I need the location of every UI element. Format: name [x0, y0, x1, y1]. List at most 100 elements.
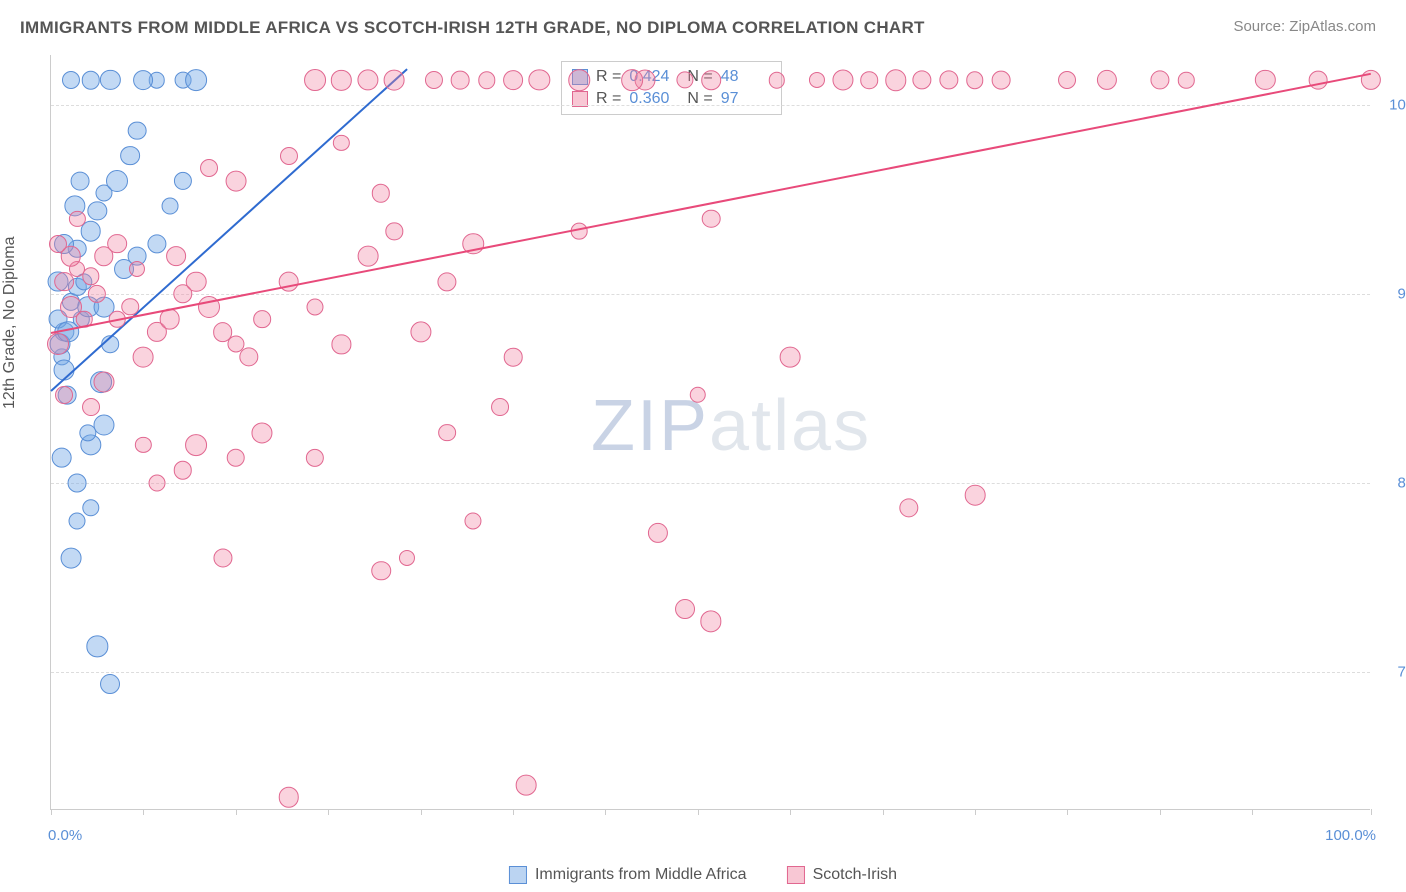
scatter-point-pink	[252, 422, 273, 443]
scatter-point-pink	[386, 222, 403, 239]
scatter-point-pink	[306, 298, 323, 315]
scatter-point-blue	[62, 71, 80, 89]
scatter-point-blue	[88, 201, 107, 220]
scatter-point-pink	[280, 147, 298, 165]
x-tick	[143, 809, 144, 815]
scatter-point-blue	[133, 70, 153, 90]
x-tick	[1371, 809, 1372, 815]
scatter-point-pink	[186, 271, 207, 292]
scatter-point-pink	[899, 498, 918, 517]
scatter-point-pink	[1150, 71, 1169, 90]
scatter-point-pink	[133, 347, 154, 368]
scatter-point-pink	[861, 71, 879, 89]
x-axis-max-label: 100.0%	[1325, 827, 1376, 844]
legend-stat-row-blue: R =0.424N =48	[572, 66, 771, 88]
scatter-point-pink	[306, 449, 324, 467]
x-tick	[236, 809, 237, 815]
x-tick	[790, 809, 791, 815]
scatter-point-blue	[120, 146, 140, 166]
legend-item-pink: Scotch-Irish	[787, 866, 897, 884]
scatter-point-pink	[701, 70, 721, 90]
scatter-point-pink	[253, 310, 271, 328]
chart-title: IMMIGRANTS FROM MIDDLE AFRICA VS SCOTCH-…	[20, 18, 925, 38]
scatter-point-pink	[384, 70, 405, 91]
scatter-point-pink	[675, 599, 695, 619]
scatter-point-pink	[357, 246, 378, 267]
scatter-point-pink	[107, 234, 127, 254]
chart-plot-area: ZIPatlas R =0.424N =48R =0.360N =97 100.…	[50, 55, 1370, 810]
scatter-point-pink	[1255, 70, 1275, 90]
scatter-point-pink	[516, 774, 537, 795]
y-axis-label: 12th Grade, No Diploma	[1, 236, 19, 409]
scatter-point-blue	[100, 70, 120, 90]
scatter-point-blue	[81, 71, 99, 89]
scatter-point-pink	[174, 461, 192, 479]
n-value-blue: 48	[721, 68, 771, 86]
scatter-point-blue	[68, 473, 87, 492]
scatter-point-pink	[399, 550, 415, 566]
scatter-point-pink	[621, 69, 643, 91]
x-tick	[605, 809, 606, 815]
grid-line	[51, 672, 1370, 673]
scatter-point-pink	[913, 71, 932, 90]
scatter-point-pink	[504, 348, 523, 367]
scatter-point-pink	[438, 424, 456, 442]
scatter-point-pink	[55, 386, 73, 404]
scatter-point-pink	[47, 333, 69, 355]
x-tick	[883, 809, 884, 815]
x-tick	[1067, 809, 1068, 815]
scatter-point-pink	[809, 72, 825, 88]
legend-label-blue: Immigrants from Middle Africa	[535, 866, 747, 884]
scatter-point-blue	[82, 499, 99, 516]
scatter-point-pink	[478, 71, 495, 88]
legend-stat-row-pink: R =0.360N =97	[572, 88, 771, 110]
scatter-point-blue	[93, 414, 114, 435]
scatter-point-pink	[333, 135, 349, 151]
scatter-point-pink	[769, 72, 785, 88]
scatter-point-pink	[185, 434, 207, 456]
scatter-point-pink	[410, 321, 431, 342]
r-label: R =	[596, 68, 621, 86]
y-tick-label: 100.0%	[1380, 97, 1406, 114]
scatter-point-pink	[648, 523, 668, 543]
scatter-point-pink	[702, 209, 721, 228]
scatter-point-blue	[69, 512, 86, 529]
scatter-point-pink	[148, 474, 165, 491]
legend-bottom: Immigrants from Middle Africa Scotch-Iri…	[509, 866, 897, 884]
scatter-point-pink	[690, 387, 706, 403]
scatter-point-pink	[939, 71, 958, 90]
scatter-point-pink	[121, 298, 139, 316]
x-tick	[328, 809, 329, 815]
scatter-point-pink	[49, 235, 67, 253]
scatter-point-pink	[437, 272, 456, 291]
x-tick	[51, 809, 52, 815]
x-axis-min-label: 0.0%	[48, 827, 82, 844]
scatter-point-pink	[166, 246, 186, 266]
scatter-point-pink	[465, 512, 482, 529]
scatter-point-pink	[529, 70, 550, 91]
scatter-point-pink	[135, 437, 151, 453]
scatter-point-pink	[227, 448, 246, 467]
scatter-point-blue	[100, 674, 120, 694]
scatter-point-pink	[965, 485, 986, 506]
scatter-point-blue	[106, 170, 128, 192]
legend-item-blue: Immigrants from Middle Africa	[509, 866, 747, 884]
scatter-point-pink	[93, 372, 114, 393]
x-tick	[421, 809, 422, 815]
legend-label-pink: Scotch-Irish	[813, 866, 897, 884]
scatter-point-pink	[200, 159, 218, 177]
scatter-point-pink	[992, 71, 1011, 90]
scatter-point-pink	[331, 70, 351, 90]
scatter-point-pink	[885, 69, 906, 90]
scatter-point-pink	[1309, 71, 1328, 90]
scatter-point-pink	[357, 70, 378, 91]
scatter-point-pink	[503, 70, 523, 90]
scatter-point-pink	[213, 549, 232, 568]
grid-line	[51, 483, 1370, 484]
scatter-point-pink	[332, 335, 351, 354]
scatter-point-blue	[127, 121, 146, 140]
scatter-point-pink	[491, 398, 509, 416]
scatter-point-pink	[832, 70, 853, 91]
scatter-point-blue	[185, 69, 207, 91]
scatter-point-pink	[278, 787, 299, 808]
